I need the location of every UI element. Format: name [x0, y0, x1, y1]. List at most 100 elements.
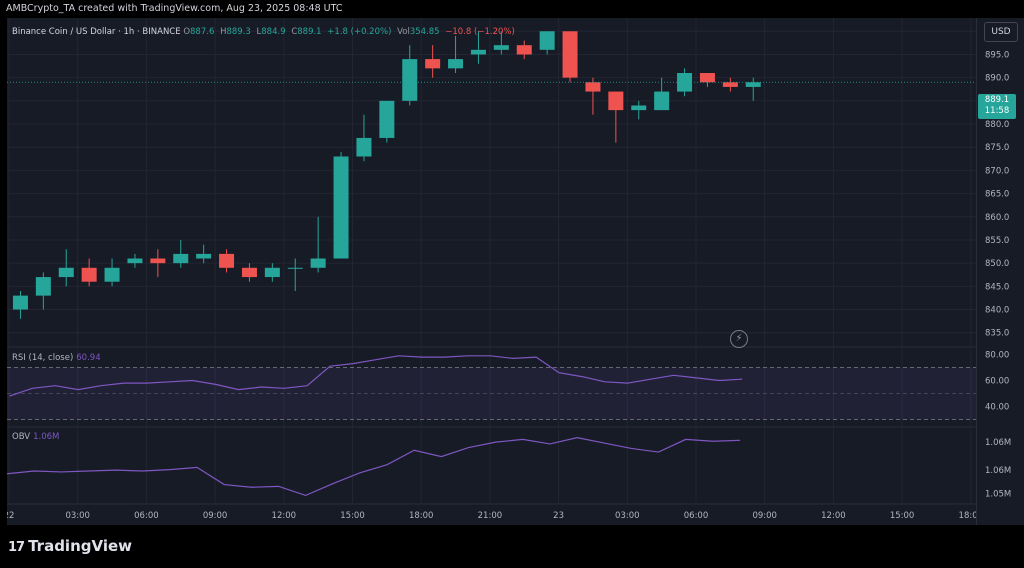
candle-body: [150, 258, 166, 264]
candle-body: [379, 100, 395, 138]
created-by-caption: AMBCrypto_TA created with TradingView.co…: [6, 3, 343, 14]
price-tick-label: 895.0: [985, 50, 1009, 60]
obv-tick-label: 1.06M: [985, 466, 1011, 476]
candle-body: [448, 59, 464, 69]
volume-value: 354.85: [409, 27, 440, 37]
candle-body: [677, 73, 693, 92]
candle-body: [35, 277, 51, 296]
volume-change: −10.8 (−1.20%): [445, 27, 515, 37]
candle-body: [402, 59, 418, 101]
price-tick-label: 850.0: [985, 259, 1009, 269]
obv-line: [6, 436, 741, 497]
obv-label: OBV: [12, 432, 31, 442]
price-tick-label: 865.0: [985, 190, 1009, 200]
low-value: 884.9: [261, 27, 286, 37]
candle-body: [104, 267, 120, 282]
time-tick-label: 23: [553, 511, 564, 521]
close-value: 889.1: [297, 27, 322, 37]
open-value: 887.6: [190, 27, 215, 37]
candle-body: [699, 73, 715, 83]
time-tick-label: 22: [7, 511, 14, 521]
time-tick-label: 12:00: [272, 511, 297, 521]
candle-body: [287, 267, 303, 269]
rsi-legend[interactable]: RSI (14, close) 60.94: [12, 353, 101, 363]
candle-body: [562, 31, 578, 78]
symbol-title[interactable]: Binance Coin / US Dollar · 1h · BINANCE: [12, 27, 181, 37]
obv-tick-label: 1.06M: [985, 438, 1011, 448]
candle-body: [608, 91, 624, 111]
candle-body: [539, 31, 555, 50]
candle-body: [333, 156, 349, 259]
candle-body: [516, 45, 532, 55]
time-tick-label: 06:00: [684, 511, 709, 521]
time-tick-label: 03:00: [615, 511, 640, 521]
candle-body: [356, 137, 372, 157]
chart-svg: 22 03:00 06:00 09:00 12:00 15:00 18:00 21:00 23 0…: [4, 18, 983, 521]
price-tick-label: 870.0: [985, 166, 1009, 176]
price-tick-label: 855.0: [985, 236, 1009, 246]
rsi-line: [9, 355, 743, 397]
price-tick-label: 840.0: [985, 306, 1009, 316]
candle-body: [196, 253, 212, 259]
candle-body: [493, 45, 509, 50]
high-value: 889.3: [226, 27, 251, 37]
candle-body: [425, 59, 441, 69]
time-tick-label: 03:00: [65, 511, 90, 521]
rsi-label: RSI (14, close): [12, 353, 74, 363]
price-tick-label: 860.0: [985, 213, 1009, 223]
candle-body: [173, 253, 189, 264]
rsi-tick-label: 60.00: [985, 377, 1009, 387]
obv-legend[interactable]: OBV 1.06M: [12, 432, 59, 442]
rsi-value: 60.94: [76, 353, 101, 363]
obv-tick-label: 1.05M: [985, 490, 1011, 500]
price-tick-label: 880.0: [985, 120, 1009, 130]
candle-body: [631, 105, 647, 111]
high-label: H: [220, 27, 227, 37]
symbol-legend: Binance Coin / US Dollar · 1h · BINANCE …: [12, 27, 518, 37]
candle-body: [585, 82, 601, 92]
time-tick-label: 21:00: [478, 511, 503, 521]
last-price-tag: 889.1 11:58: [978, 94, 1016, 119]
candle-body: [264, 267, 280, 278]
time-tick-label: 15:00: [890, 511, 915, 521]
price-tick-label: 845.0: [985, 282, 1009, 292]
price-axis-svg: 900.0895.0890.0885.0880.0875.0870.0865.0…: [985, 27, 1011, 500]
price-tick-label: 890.0: [985, 74, 1009, 84]
low-label: L: [256, 27, 262, 37]
close-label: C: [291, 27, 298, 37]
rsi-tick-label: 40.00: [985, 403, 1009, 413]
candle-body: [470, 49, 486, 55]
time-tick-label: 18:00: [409, 511, 434, 521]
candle-body: [654, 91, 670, 111]
time-tick-label: 12:00: [821, 511, 846, 521]
candle-body: [745, 82, 761, 87]
candle-body: [81, 267, 97, 282]
lightning-icon[interactable]: ⚡: [730, 330, 748, 348]
time-tick-label: 18:00: [959, 511, 976, 521]
price-tick-label: 875.0: [985, 143, 1009, 153]
candle-body: [241, 267, 257, 278]
candle-body: [722, 82, 738, 87]
time-tick-label: 09:00: [203, 511, 228, 521]
tradingview-logo-icon: 17: [8, 540, 25, 555]
open-label: O: [183, 27, 191, 37]
time-tick-label: 15:00: [340, 511, 365, 521]
rsi-band-fill: [7, 367, 976, 420]
price-tick-label: 835.0: [985, 329, 1009, 339]
change-value: +1.8 (+0.20%): [327, 27, 392, 37]
brand-name: TradingView: [28, 537, 133, 555]
last-price-value: 889.1: [984, 95, 1010, 105]
volume-label: Vol: [397, 27, 410, 37]
candle-body: [58, 267, 74, 278]
tradingview-brand: 17 TradingView: [8, 537, 132, 555]
bar-countdown: 11:58: [984, 106, 1010, 116]
currency-button[interactable]: USD: [984, 22, 1018, 42]
time-tick-label: 09:00: [752, 511, 777, 521]
obv-value: 1.06M: [33, 432, 60, 442]
chart-plot-area[interactable]: 22 03:00 06:00 09:00 12:00 15:00 18:00 21:00 23 0…: [4, 18, 983, 525]
time-tick-label: 06:00: [134, 511, 159, 521]
candle-body: [12, 295, 28, 310]
candle-body: [219, 253, 235, 268]
rsi-tick-label: 80.00: [985, 351, 1009, 361]
candle-body: [127, 258, 143, 264]
